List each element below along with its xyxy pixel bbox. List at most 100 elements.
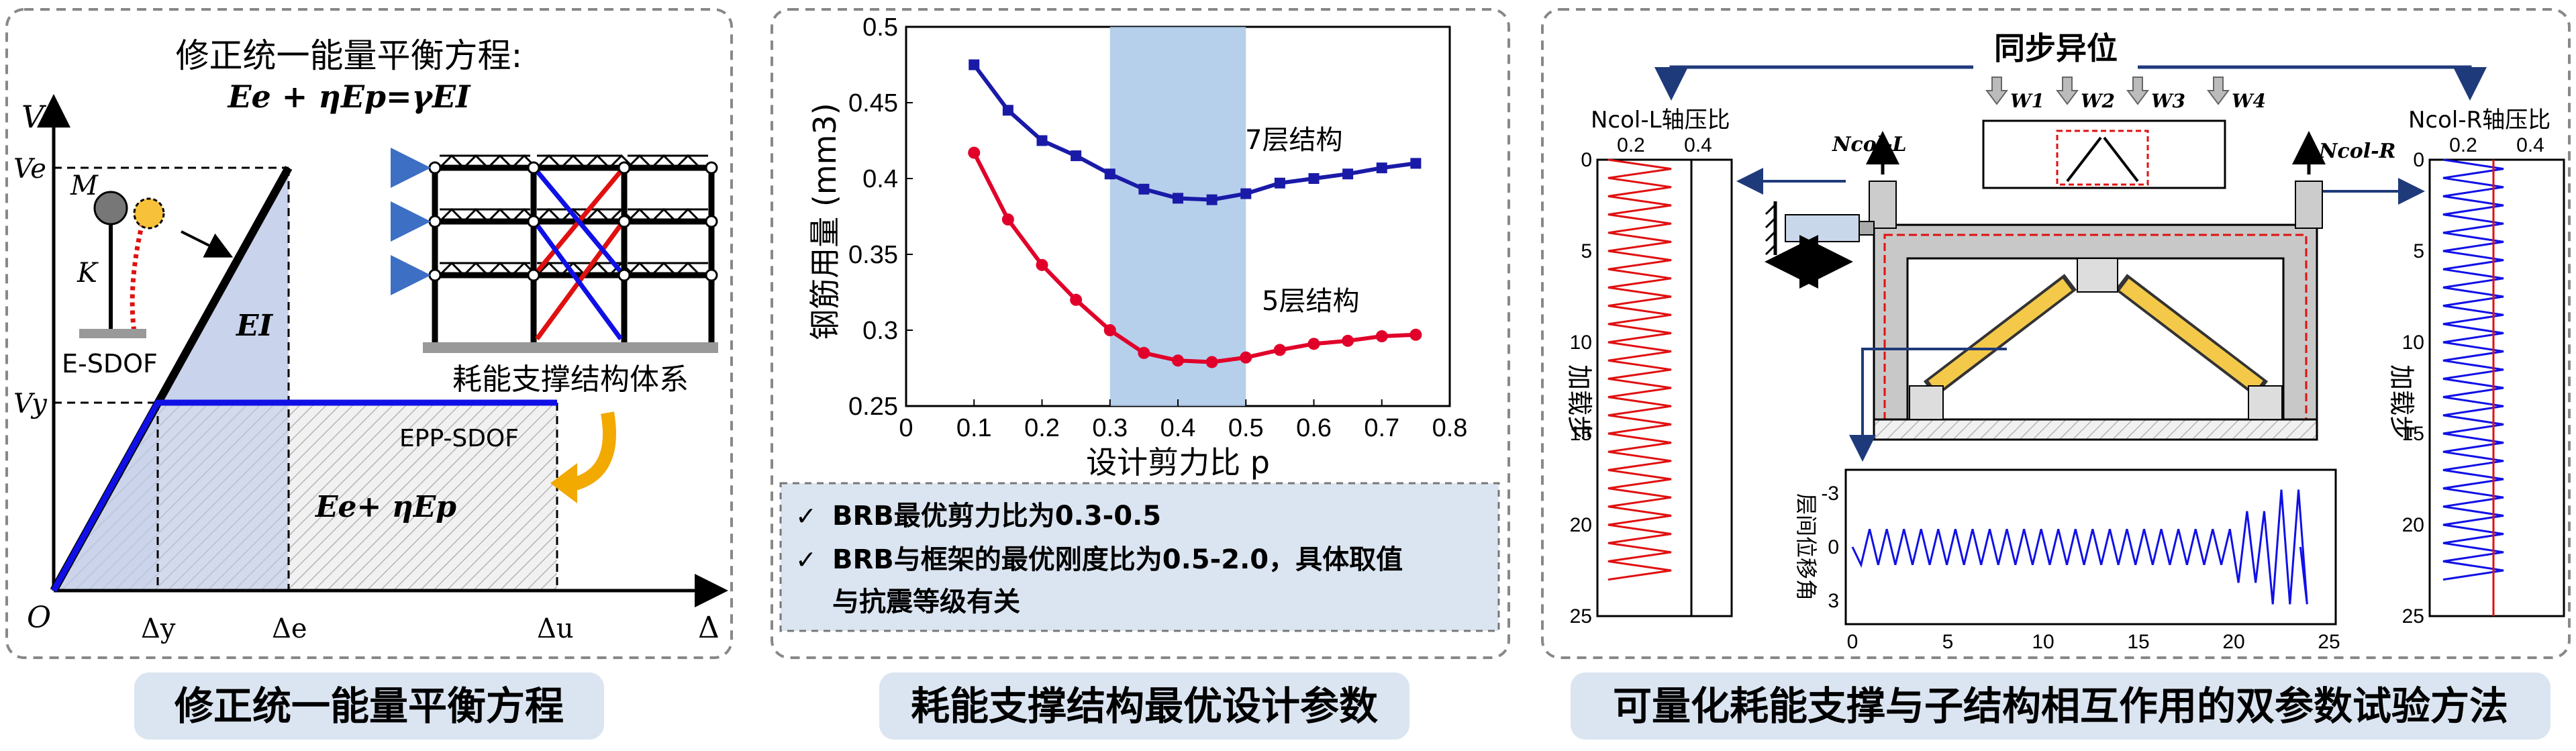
vy-label: Vy — [13, 389, 48, 419]
note-1: BRB最优剪力比为0.3-0.5 — [832, 501, 1161, 532]
load-step-tick: 15 — [1570, 423, 1592, 445]
series-line — [972, 63, 1416, 202]
y-tick-label: 0.45 — [848, 89, 898, 117]
x-tick-label: 0.4 — [1160, 414, 1196, 442]
de-label: Δe — [272, 613, 307, 644]
axial-ratio-tick: 0.2 — [1617, 134, 1645, 156]
drift-x-tick: 0 — [1847, 631, 1859, 653]
y-tick-label: 0.25 — [848, 393, 898, 421]
data-point — [1307, 338, 1320, 350]
data-point — [1308, 173, 1320, 184]
ncol-l-label: Ncol-L — [1832, 133, 1907, 156]
drift-y-tick: -3 — [1821, 483, 1839, 505]
caption-box-3 — [1571, 672, 2550, 740]
left-axis-title: Ncol-L轴压比 — [1591, 107, 1730, 134]
panel3-caption: 可量化耗能支撑与子结构相互作用的双参数试验方法 — [1613, 683, 2508, 729]
load-w3: W3 — [2151, 90, 2185, 112]
esdof-label: E-SDOF — [62, 349, 158, 379]
steel-usage-chart: 0 0.1 0.2 0.3 0.4 0.5 0.6 0.7 0.8 0.25 0.3 0.35 0.4 0… — [807, 13, 1467, 481]
data-point — [1172, 354, 1184, 367]
data-point — [1206, 194, 1218, 205]
axis-delta-label: Δ — [698, 611, 720, 645]
note-3: 与抗震等级有关 — [832, 587, 1020, 617]
origin-label: O — [27, 601, 51, 635]
drift-x-tick: 20 — [2222, 631, 2244, 653]
data-point — [1375, 330, 1388, 343]
subframe-icon — [1765, 131, 2326, 441]
ve-label: Ve — [13, 154, 46, 185]
y-tick-label: 0.4 — [862, 165, 898, 193]
pendulum-base — [79, 329, 146, 338]
drift-x-tick: 15 — [2127, 631, 2149, 653]
ee-ep-label: Ee+ ηEp — [314, 490, 456, 524]
data-point — [1376, 162, 1387, 174]
data-point — [1410, 158, 1422, 169]
legend-5-story: 5层结构 — [1262, 286, 1359, 317]
panel1-caption: 修正统一能量平衡方程 — [175, 683, 564, 729]
data-point — [1036, 135, 1048, 146]
check-icon: ✓ — [795, 501, 817, 531]
epp-curve — [51, 399, 557, 593]
panel2-caption: 耗能支撑结构最优设计参数 — [911, 683, 1378, 729]
load-step-tick: 10 — [2402, 332, 2424, 354]
data-point — [969, 59, 980, 70]
stiffness-label: K — [77, 258, 99, 289]
ei-label: EI — [235, 309, 274, 343]
dy-label: Δy — [141, 613, 176, 644]
notes-box — [779, 482, 1500, 632]
curved-arrow-head — [550, 463, 577, 503]
axial-ratio-tick: 0.4 — [1684, 134, 1712, 156]
load-step-tick: 0 — [2413, 149, 2424, 171]
data-point — [968, 146, 981, 159]
data-point — [1240, 188, 1252, 199]
data-point — [1273, 344, 1286, 356]
caption-box-1 — [134, 672, 604, 740]
load-step-tick: 15 — [2402, 423, 2424, 445]
y-axis-label: 钢筋用量 (mm3) — [807, 103, 843, 340]
data-point — [1342, 168, 1354, 180]
data-point — [1138, 183, 1150, 195]
x-tick-label: 0.8 — [1432, 414, 1468, 442]
optimal-range-band — [1109, 27, 1246, 406]
x-tick-label: 0.7 — [1364, 414, 1399, 442]
drift-y-tick: 3 — [1828, 590, 1839, 612]
load-w1: W1 — [2010, 90, 2044, 112]
data-point — [1036, 258, 1048, 271]
braced-frame-icon — [391, 148, 718, 353]
x-tick-label: 0.6 — [1296, 414, 1332, 442]
drift-history — [1851, 489, 2308, 605]
curved-arrow-icon — [571, 411, 616, 490]
data-point — [1342, 334, 1354, 347]
axial-ratio-tick: 0.2 — [2449, 134, 2477, 156]
test-rig-icon — [1982, 77, 2230, 189]
load-step-tick: 5 — [1581, 240, 1592, 262]
deflected-rod — [130, 214, 147, 333]
caption-box-2 — [879, 672, 1409, 740]
legend-7-story: 7层结构 — [1245, 125, 1342, 156]
x-tick-label: 0 — [899, 414, 913, 442]
right-load-step-label: 加载步 — [2387, 364, 2416, 441]
x-tick-label: 0.5 — [1228, 414, 1264, 442]
data-point — [1001, 213, 1014, 226]
drift-axis-label: 层间位移角 — [1793, 493, 1819, 601]
x-axis-label: 设计剪力比 p — [1086, 444, 1270, 481]
panel-optimal-design: 0 0.1 0.2 0.3 0.4 0.5 0.6 0.7 0.8 0.25 0.3 0.35 0.4 0… — [771, 8, 1510, 740]
data-point — [1138, 346, 1150, 359]
load-step-tick: 5 — [2413, 240, 2424, 262]
load-step-tick: 20 — [1570, 514, 1592, 536]
data-point — [1173, 193, 1183, 204]
ncol-r-label: Ncol-R — [2318, 140, 2395, 163]
x-tick-label: 0.3 — [1092, 414, 1128, 442]
drift-x-tick: 10 — [2032, 631, 2054, 653]
load-step-tick: 25 — [2402, 605, 2424, 628]
drift-plot — [1844, 468, 2337, 625]
check-icon: ✓ — [795, 545, 817, 574]
load-step-tick: 0 — [1581, 149, 1592, 171]
y-tick-label: 0.35 — [848, 241, 898, 269]
data-point — [1071, 150, 1082, 162]
y-tick-label: 0.3 — [862, 317, 898, 345]
pointer-arrow — [181, 230, 234, 258]
du-label: Δu — [537, 613, 574, 644]
axial-ratio-history — [1607, 158, 1672, 581]
load-step-tick: 10 — [1570, 332, 1592, 354]
